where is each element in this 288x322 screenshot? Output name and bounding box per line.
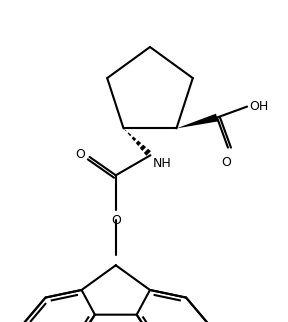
Polygon shape xyxy=(124,128,126,131)
Text: OH: OH xyxy=(249,100,268,113)
Polygon shape xyxy=(128,132,131,136)
Text: NH: NH xyxy=(152,157,171,170)
Polygon shape xyxy=(136,141,141,146)
Text: O: O xyxy=(76,148,86,161)
Polygon shape xyxy=(177,114,218,128)
Text: O: O xyxy=(111,214,121,227)
Polygon shape xyxy=(144,149,151,156)
Polygon shape xyxy=(132,137,136,141)
Text: O: O xyxy=(221,156,231,169)
Polygon shape xyxy=(140,145,146,151)
